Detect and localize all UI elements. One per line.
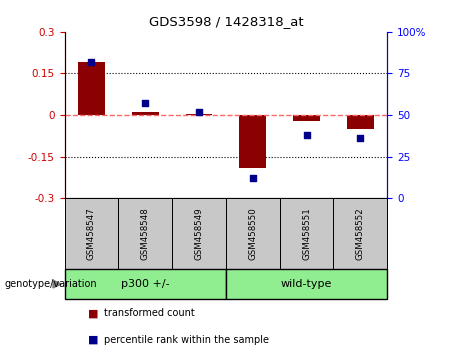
Text: ■: ■	[88, 308, 98, 318]
Bar	[239, 115, 266, 168]
Title: GDS3598 / 1428318_at: GDS3598 / 1428318_at	[148, 15, 303, 28]
Text: GSM458552: GSM458552	[356, 207, 365, 260]
Point	[303, 132, 310, 138]
Text: wild-type: wild-type	[281, 279, 332, 289]
Point	[249, 176, 256, 181]
Bar	[293, 115, 320, 121]
Bar	[132, 112, 159, 115]
Bar	[78, 62, 105, 115]
Text: transformed count: transformed count	[104, 308, 195, 318]
Text: genotype/variation: genotype/variation	[5, 279, 97, 289]
Text: percentile rank within the sample: percentile rank within the sample	[104, 335, 269, 345]
Text: p300 +/-: p300 +/-	[121, 279, 170, 289]
Point	[88, 59, 95, 65]
Text: ■: ■	[88, 335, 98, 345]
Bar	[347, 115, 374, 129]
Point	[195, 109, 203, 115]
Point	[357, 136, 364, 141]
Text: GSM458548: GSM458548	[141, 207, 150, 260]
Text: GSM458549: GSM458549	[195, 207, 203, 260]
Text: GSM458550: GSM458550	[248, 207, 257, 260]
Point	[142, 101, 149, 106]
Bar	[185, 114, 213, 115]
Text: GSM458547: GSM458547	[87, 207, 96, 260]
Text: GSM458551: GSM458551	[302, 207, 311, 260]
